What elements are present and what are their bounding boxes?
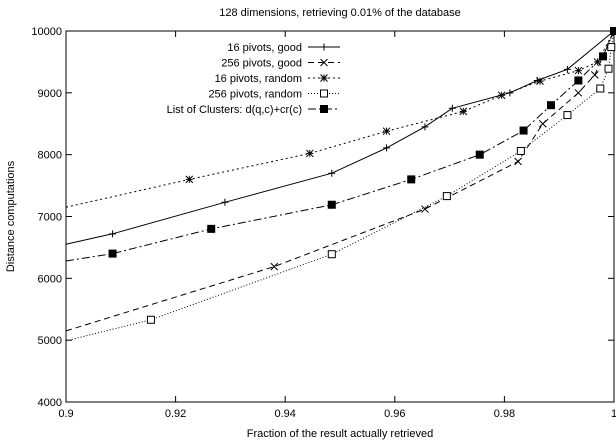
- x-tick-label: 0.9: [58, 408, 73, 420]
- y-tick-label: 6000: [38, 273, 62, 285]
- legend-item: 16 pivots, random: [215, 73, 340, 85]
- legend-marker: [320, 74, 328, 82]
- y-tick-label: 8000: [38, 150, 62, 162]
- series-line: [65, 30, 615, 262]
- data-point: [599, 52, 608, 61]
- axis-ticks: 0.9 0.92 0.94 0.96 0.98 1 4000 5000 6000 7000 8000…: [31, 26, 616, 420]
- data-point: [327, 250, 336, 259]
- data-point: [421, 123, 429, 131]
- data-point: [146, 315, 155, 324]
- x-tick-label: 0.96: [384, 408, 405, 420]
- x-tick-label: 1: [611, 408, 616, 420]
- legend: 16 pivots, good 256 pivots, good 16 pivots…: [167, 42, 340, 116]
- data-point: [604, 64, 613, 73]
- x-tick-label: 0.98: [494, 408, 515, 420]
- data-point: [607, 43, 616, 52]
- data-point: [407, 175, 416, 184]
- data-point: [596, 84, 605, 93]
- data-point: [536, 77, 544, 85]
- y-tick-label: 9000: [38, 88, 62, 100]
- data-point: [497, 91, 506, 100]
- data-point: [563, 65, 571, 73]
- data-point: [421, 205, 429, 213]
- data-point: [328, 169, 336, 177]
- x-tick-label: 0.92: [165, 408, 186, 420]
- data-point: [185, 175, 194, 184]
- legend-marker: [320, 105, 328, 113]
- data-point: [448, 104, 456, 112]
- legend-item: 256 pivots, random: [208, 89, 340, 101]
- data-point: [519, 126, 528, 135]
- series-4: [65, 27, 616, 342]
- y-tick-label: 10000: [31, 26, 62, 38]
- series-layer: [65, 27, 616, 342]
- data-point: [270, 262, 279, 271]
- legend-marker: [320, 89, 328, 98]
- legend-label: List of Clusters: d(q,c)+cr(c): [167, 104, 302, 116]
- chart-title: 128 dimensions, retrieving 0.01% of the …: [219, 7, 461, 19]
- legend-label: 16 pivots, good: [227, 42, 302, 54]
- plot-frame: [65, 30, 615, 403]
- x-axis-label: Fraction of the result actually retrieve…: [247, 428, 433, 440]
- y-tick-label: 4000: [38, 397, 62, 409]
- data-point: [590, 71, 599, 79]
- data-point: [546, 101, 555, 110]
- data-point: [610, 27, 616, 35]
- data-point: [327, 200, 336, 209]
- series-5: [65, 27, 616, 262]
- data-point: [514, 157, 522, 166]
- data-point: [563, 111, 572, 120]
- data-point: [221, 198, 229, 206]
- legend-label: 256 pivots, random: [208, 89, 302, 101]
- data-point: [574, 66, 583, 75]
- series-line: [65, 30, 615, 208]
- legend-item: 256 pivots, good: [221, 58, 340, 70]
- legend-item: 16 pivots, good: [227, 42, 340, 54]
- data-point: [516, 146, 525, 155]
- x-tick-label: 0.94: [274, 408, 295, 420]
- data-point: [574, 88, 583, 97]
- data-point: [383, 144, 391, 152]
- data-point: [475, 150, 484, 159]
- series-3: [65, 27, 616, 208]
- data-point: [382, 127, 391, 136]
- series-line: [65, 30, 615, 332]
- series-1: [65, 27, 616, 245]
- data-point: [459, 107, 468, 116]
- data-point: [574, 76, 583, 85]
- data-point: [442, 192, 451, 201]
- legend-marker: [320, 43, 328, 51]
- y-tick-label: 5000: [38, 335, 62, 347]
- series-line: [65, 30, 615, 342]
- data-point: [109, 230, 117, 238]
- series-2: [65, 27, 616, 332]
- legend-item: List of Clusters: d(q,c)+cr(c): [167, 104, 340, 116]
- legend-marker: [320, 58, 328, 67]
- y-axis-label: Distance computations: [5, 160, 17, 272]
- data-point: [207, 224, 216, 233]
- y-tick-label: 7000: [38, 212, 62, 224]
- data-point: [538, 119, 547, 128]
- legend-label: 256 pivots, good: [221, 58, 302, 70]
- data-point: [306, 149, 314, 158]
- data-point: [108, 249, 117, 258]
- legend-label: 16 pivots, random: [215, 73, 302, 85]
